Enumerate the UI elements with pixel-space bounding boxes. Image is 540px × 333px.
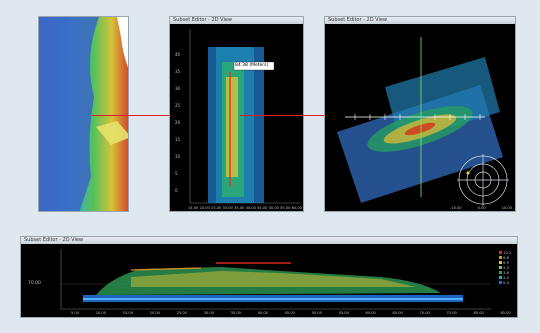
y-tick: 25 [175,103,181,108]
window-title: Subset Editor - 2D View [325,17,515,24]
x-tick: 45.00 [257,206,268,210]
bottom-x-axis: 5.00 10.00 15.00 20.00 25.00 30.00 35.00… [71,311,511,315]
x-tick: 15.00 [188,206,199,210]
bathymetry-overview [38,16,129,212]
y-tick: 30 [175,86,181,91]
x-tick: 55.00 [338,311,349,315]
subset-editor-panel-bottom: Subset Editor - 2D View 70.00 5.00 10.00… [20,236,518,318]
flow-arrow-1 [92,115,212,116]
legend-entry: 8.6 [499,256,517,261]
x-tick: 45.00 [284,311,295,315]
bottom-view-canvas[interactable] [21,237,518,318]
bottom-y-label: 70.00 [28,281,41,286]
x-tick: 15.00 [122,311,133,315]
x-tick: 60.00 [291,206,302,210]
x-tick: 70.00 [419,311,430,315]
mid-x-axis: 15.00 20.00 25.00 30.00 35.00 40.00 45.0… [188,206,302,210]
x-tick: 40.00 [257,311,268,315]
y-tick: 10 [175,154,181,159]
flow-arrow-2 [240,115,332,116]
legend-entry: 10.2 [499,251,517,256]
y-tick: 35 [175,69,181,74]
x-tick: 85.00 [500,311,511,315]
y-tick: 15 [175,137,181,142]
y-tick: 40 [175,52,181,57]
legend-entry: 5.3 [499,266,517,271]
mid-view-canvas[interactable] [170,17,304,212]
right-view-canvas[interactable] [325,17,516,212]
x-tick: 5.00 [71,311,80,315]
x-tick: 25.00 [211,206,222,210]
legend-entry: 6.9 [499,261,517,266]
polar-compass [457,154,509,206]
subset-editor-panel-right: Subset Editor - 2D View -10.00 0.00 10.0… [324,16,516,212]
window-title: Subset Editor - 2D View [170,17,303,24]
y-tick: 5 [175,171,178,176]
x-tick: 50.00 [268,206,279,210]
x-tick: 65.00 [392,311,403,315]
x-tick: 55.00 [280,206,291,210]
x-tick: 80.00 [473,311,484,315]
survey-selection-box[interactable] [96,121,129,145]
y-tick: 20 [175,120,181,125]
x-tick: 20.00 [149,311,160,315]
window-title: Subset Editor - 2D View [21,237,517,244]
y-tick: 0 [175,188,178,193]
x-tick: 10.00 [501,206,512,210]
mid-y-axis: 40 35 30 25 20 15 10 5 0 [175,52,187,205]
legend-entry: 3.6 [499,271,517,276]
x-tick: 75.00 [446,311,457,315]
legend-entry: 2.0 [499,276,517,281]
legend-entry: 0.3 [499,281,517,286]
x-tick: 10.00 [95,311,106,315]
x-tick: 40.00 [245,206,256,210]
x-tick: -10.00 [450,206,462,210]
x-tick: 30.00 [203,311,214,315]
bathymetry-map [39,17,129,211]
x-tick: 0.00 [477,206,486,210]
right-x-axis: -10.00 0.00 10.00 [450,206,512,210]
distance-callout: 84.38 (Meters) [235,63,269,68]
x-tick: 35.00 [230,311,241,315]
x-tick: 25.00 [176,311,187,315]
x-tick: 30.00 [222,206,233,210]
depth-color-legend: 10.2 8.6 6.9 5.3 3.6 2.0 0.3 [499,251,517,286]
subset-editor-panel-mid: Subset Editor - 2D View 84.38 (Meters) 4… [169,16,304,212]
x-tick: 35.00 [234,206,245,210]
x-tick: 20.00 [199,206,210,210]
x-tick: 60.00 [365,311,376,315]
x-tick: 50.00 [311,311,322,315]
